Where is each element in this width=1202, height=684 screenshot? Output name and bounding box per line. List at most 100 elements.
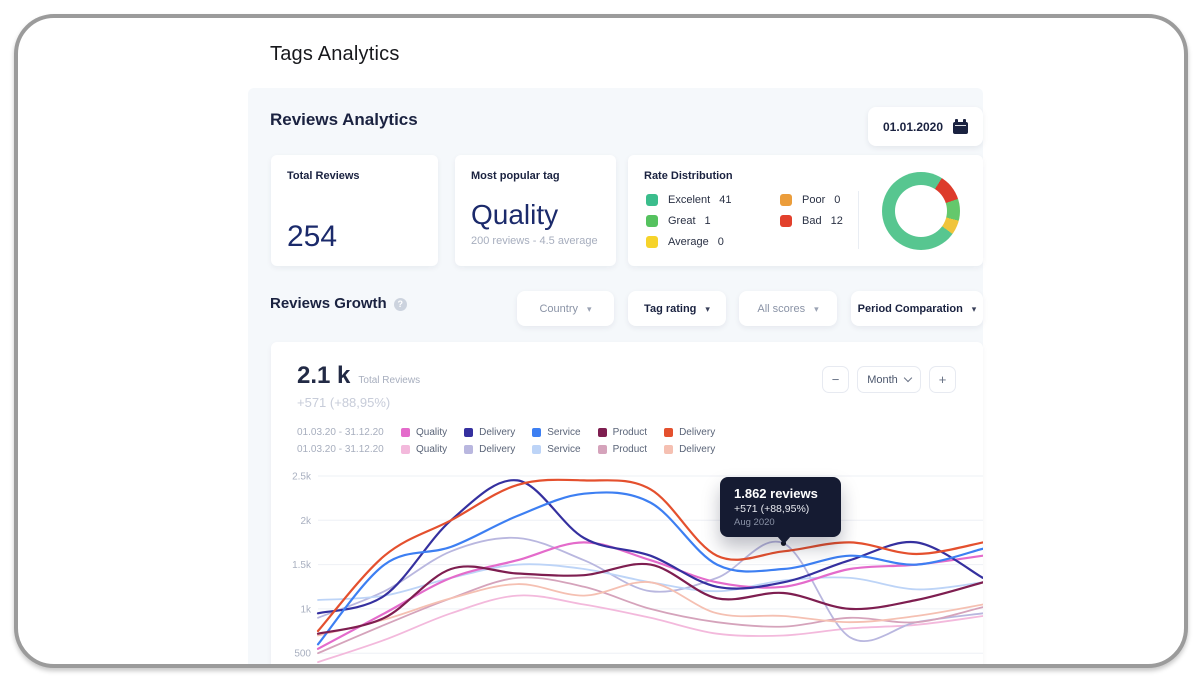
total-reviews-label: Total Reviews	[287, 170, 360, 182]
rate-value: 1	[704, 214, 711, 227]
divider	[858, 191, 859, 249]
chevron-down-icon: ▾	[587, 303, 592, 314]
rate-legend-item: Great 1	[646, 214, 731, 227]
filter-tag-rating-label: Tag rating	[644, 302, 697, 315]
series-service-current	[316, 491, 983, 646]
zoom-in-button[interactable]: +	[929, 366, 956, 393]
reviews-growth-title: Reviews Growth	[270, 295, 387, 312]
legend-swatch	[597, 445, 607, 454]
legend-swatch	[664, 428, 674, 437]
y-tick-label: 500	[294, 649, 311, 660]
y-tick-label: 2k	[300, 516, 312, 527]
period-select[interactable]: Month	[857, 366, 921, 393]
rate-label: Average	[668, 235, 709, 248]
legend-label: Delivery	[479, 444, 516, 455]
growth-delta: +571 (+88,95%)	[297, 395, 391, 410]
reviews-analytics-panel: Reviews Analytics 01.01.2020 Total Revie…	[248, 88, 983, 664]
total-reviews-count: 2.1 k	[297, 362, 351, 389]
legend-item: Delivery	[664, 427, 715, 438]
filter-country[interactable]: Country ▾	[517, 291, 614, 326]
popular-tag-value: Quality	[471, 199, 559, 230]
filter-all-scores-label: All scores	[757, 302, 806, 315]
filter-all-scores[interactable]: All scores ▾	[739, 291, 837, 326]
legend-label: Quality	[416, 444, 448, 455]
rate-swatch	[780, 214, 792, 227]
legend-label: Product	[612, 444, 648, 455]
legend-swatch	[401, 445, 410, 454]
series-product-current	[316, 562, 983, 635]
series-quality-previous	[317, 594, 983, 663]
rate-label: Poor	[802, 193, 826, 206]
series-quality-current	[316, 541, 983, 650]
line-chart-svg: 2.5k 2k 1.5k 1k 500	[292, 472, 983, 663]
legend-item: Quality	[401, 427, 447, 438]
legend-swatch	[464, 428, 474, 437]
total-reviews-value: 254	[287, 220, 338, 253]
rate-swatch	[646, 235, 658, 248]
reviews-analytics-heading: Reviews Analytics	[270, 110, 418, 129]
legend-label: Service	[547, 444, 581, 455]
rate-value: 0	[717, 235, 724, 248]
rate-donut-chart	[882, 172, 960, 250]
rate-legend-item: Excelent 41	[646, 193, 731, 206]
filter-tag-rating[interactable]: Tag rating ▾	[628, 291, 726, 326]
legend-swatch	[532, 428, 542, 437]
calendar-icon	[953, 118, 969, 134]
legend-swatch	[464, 445, 474, 454]
rate-label: Great	[668, 214, 696, 227]
chevron-down-icon: ▾	[705, 303, 710, 314]
legend-period: 01.03.20 - 31.12.20	[297, 427, 384, 438]
donut-hole	[895, 185, 947, 237]
series-delivery-current	[316, 478, 983, 633]
reviews-growth-heading: Reviews Growth ?	[270, 295, 407, 312]
y-tick-label: 2.5k	[292, 472, 312, 483]
period-select-value: Month	[867, 373, 898, 386]
tooltip-reviews: 1.862 reviews	[734, 486, 818, 501]
chevron-down-icon	[903, 373, 913, 383]
legend-item: Delivery	[664, 444, 715, 455]
legend-label: Service	[547, 427, 581, 438]
series-product-previous	[317, 576, 983, 655]
legend-swatch	[664, 445, 674, 454]
info-icon[interactable]: ?	[393, 297, 407, 311]
app-window: Tags Analytics Reviews Analytics 01.01.2…	[14, 14, 1188, 668]
y-tick-label: 1.5k	[292, 560, 312, 571]
zoom-out-button[interactable]: −	[822, 366, 849, 393]
date-picker[interactable]: 01.01.2020	[868, 107, 983, 146]
series-delivery-current	[316, 479, 983, 615]
rate-distribution-card: Rate Distribution Excelent 41 Great 1 Averag…	[628, 155, 983, 266]
rate-legend-col-2: Poor 0 Bad 12	[780, 193, 843, 227]
rate-value: 41	[719, 193, 732, 206]
chevron-down-icon: ▾	[971, 303, 977, 314]
popular-tag-label: Most popular tag	[471, 170, 560, 182]
rate-swatch	[780, 193, 792, 206]
filter-period-comparation[interactable]: Period Comparation ▾	[851, 291, 983, 326]
legend-swatch	[532, 445, 542, 454]
rate-legend-col-1: Excelent 41 Great 1 Average 0	[646, 193, 731, 248]
rate-legend-item: Poor 0	[780, 193, 843, 206]
legend-label: Product	[612, 427, 648, 438]
reviews-growth-chart-card: 2.1 k Total Reviews +571 (+88,95%) − Mon…	[271, 342, 983, 664]
chart-summary: 2.1 k Total Reviews	[297, 362, 420, 390]
chart-legend-row: 01.03.20 - 31.12.20 Quality Delivery Servic…	[297, 443, 732, 456]
rate-value: 12	[830, 214, 843, 227]
chart-zoom-controls: − Month +	[822, 366, 956, 393]
legend-item: Quality	[401, 444, 447, 455]
chart-legend-row: 01.03.20 - 31.12.20 Quality Delivery Servic…	[297, 426, 732, 439]
y-tick-label: 1k	[300, 604, 312, 615]
legend-label: Delivery	[679, 427, 716, 438]
total-reviews-card: Total Reviews 254	[271, 155, 438, 266]
page-title: Tags Analytics	[270, 43, 400, 65]
rate-value: 0	[834, 193, 841, 206]
legend-item: Service	[532, 444, 581, 455]
legend-item: Product	[597, 444, 648, 455]
tooltip-delta: +571 (+88,95%)	[734, 503, 810, 515]
total-reviews-caption: Total Reviews	[358, 375, 421, 386]
rate-label: Bad	[802, 214, 822, 227]
legend-label: Quality	[416, 427, 448, 438]
legend-swatch	[597, 428, 607, 437]
legend-item: Service	[532, 427, 581, 438]
rate-label: Excelent	[668, 193, 711, 206]
rate-legend-item: Average 0	[646, 235, 731, 248]
